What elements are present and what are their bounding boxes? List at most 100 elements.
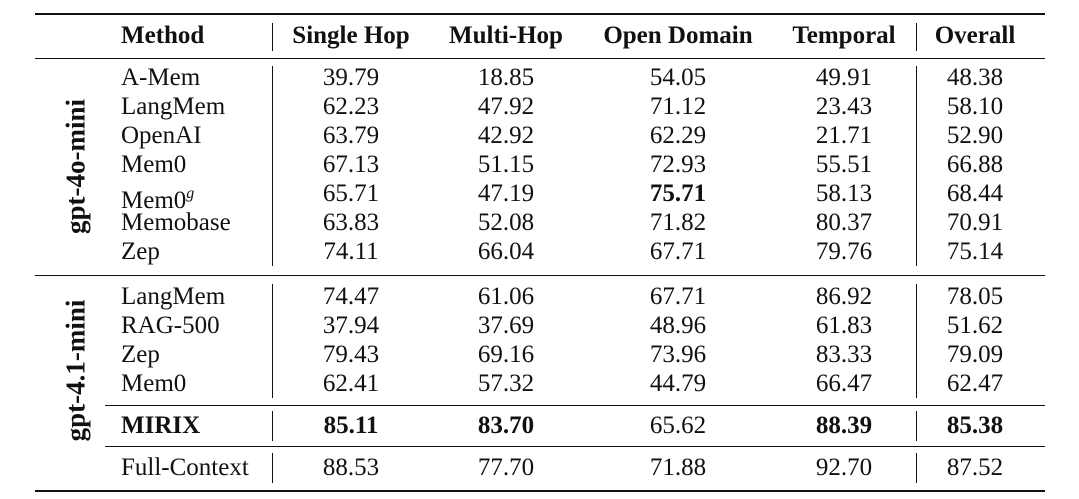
row-method: Mem0	[121, 150, 186, 179]
cell-single-hop: 63.83	[322, 209, 380, 236]
method-separator-mirix	[272, 411, 273, 441]
cell-single-hop: 67.13	[322, 151, 380, 178]
row-method-label: Zep	[121, 238, 160, 265]
group-divider-rule	[35, 275, 1045, 276]
cell-single-hop: 74.47	[322, 283, 380, 310]
cell-single-hop: 62.41	[322, 370, 380, 397]
row-method-superscript: g	[186, 185, 195, 202]
cell-multi-hop: 77.70	[477, 454, 535, 481]
cell-open-domain: 71.88	[649, 454, 707, 481]
row-method: Mem0g	[121, 179, 194, 215]
cell-multi-hop: 51.15	[477, 151, 535, 178]
row-method: Zep	[121, 340, 160, 369]
row-method-label: Zep	[121, 341, 160, 368]
group-label-gpt-4o-mini: gpt-4o-mini	[60, 99, 91, 234]
cell-open-domain: 44.79	[649, 370, 707, 397]
overall-separator-header	[916, 23, 917, 51]
cell-open-domain: 67.71	[649, 283, 707, 310]
cell-overall: 79.09	[946, 341, 1004, 368]
row-method-label: Mem0	[121, 370, 187, 397]
row-method-label: OpenAI	[121, 122, 202, 149]
cell-temporal: 88.39	[815, 412, 873, 439]
row-method-label: Mem0	[121, 151, 187, 178]
cell-multi-hop: 47.92	[477, 93, 535, 120]
cell-temporal: 83.33	[815, 341, 873, 368]
cell-open-domain: 71.82	[649, 209, 707, 236]
row-method-label: Full-Context	[121, 454, 249, 481]
row-method-label: Mem0	[121, 187, 187, 214]
overall-separator-g1	[916, 66, 917, 266]
cell-multi-hop: 52.08	[477, 209, 535, 236]
cell-multi-hop: 66.04	[477, 238, 535, 265]
row-method: LangMem	[121, 92, 225, 121]
cell-single-hop: 39.79	[322, 64, 380, 91]
cell-multi-hop: 57.32	[477, 370, 535, 397]
cell-overall: 66.88	[946, 151, 1004, 178]
cell-overall: 62.47	[946, 370, 1004, 397]
cell-single-hop: 74.11	[323, 238, 379, 265]
cell-open-domain: 54.05	[649, 64, 707, 91]
overall-separator-g2	[916, 284, 917, 398]
header-temporal: Temporal	[792, 22, 896, 49]
cell-temporal: 55.51	[815, 151, 873, 178]
cell-temporal: 58.13	[815, 180, 873, 207]
row-method-label: MIRIX	[121, 412, 201, 439]
cell-temporal: 80.37	[815, 209, 873, 236]
row-method-label: LangMem	[121, 283, 226, 310]
row-method-label: A-Mem	[121, 64, 201, 91]
mirix-top-rule	[105, 405, 1045, 406]
cell-overall: 75.14	[946, 238, 1004, 265]
header-open-domain: Open Domain	[603, 22, 753, 49]
full-context-top-rule	[105, 446, 1045, 447]
method-separator-g2	[272, 284, 273, 398]
cell-multi-hop: 61.06	[477, 283, 535, 310]
row-method: Mem0	[121, 369, 186, 398]
cell-single-hop: 62.23	[322, 93, 380, 120]
cell-overall: 51.62	[946, 312, 1004, 339]
cell-open-domain: 62.29	[649, 122, 707, 149]
header-rule	[35, 58, 1045, 59]
cell-temporal: 21.71	[815, 122, 873, 149]
cell-multi-hop: 83.70	[477, 412, 535, 439]
cell-temporal: 61.83	[815, 312, 873, 339]
cell-multi-hop: 42.92	[477, 122, 535, 149]
method-separator-g1	[272, 66, 273, 266]
cell-temporal: 92.70	[815, 454, 873, 481]
cell-open-domain: 67.71	[649, 238, 707, 265]
cell-open-domain: 73.96	[649, 341, 707, 368]
cell-multi-hop: 69.16	[477, 341, 535, 368]
method-separator-header	[272, 23, 273, 51]
row-method: RAG-500	[121, 311, 220, 340]
cell-temporal: 49.91	[815, 64, 873, 91]
row-method-label: RAG-500	[121, 312, 220, 339]
cell-single-hop: 85.11	[323, 412, 379, 439]
header-multi-hop: Multi-Hop	[449, 22, 563, 49]
cell-overall: 48.38	[946, 64, 1004, 91]
cell-single-hop: 63.79	[322, 122, 380, 149]
cell-overall: 85.38	[946, 412, 1004, 439]
row-method: Zep	[121, 237, 160, 266]
cell-overall: 68.44	[946, 180, 1004, 207]
top-rule	[35, 13, 1045, 15]
group-label-gpt-4.1-mini: gpt-4.1-mini	[60, 299, 91, 442]
row-method: Full-Context	[121, 453, 249, 482]
row-method: Memobase	[121, 208, 231, 237]
header-overall: Overall	[934, 22, 1016, 49]
cell-overall: 70.91	[946, 209, 1004, 236]
cell-open-domain: 48.96	[649, 312, 707, 339]
cell-overall: 78.05	[946, 283, 1004, 310]
bottom-rule	[35, 490, 1045, 492]
cell-temporal: 23.43	[815, 93, 873, 120]
cell-multi-hop: 37.69	[477, 312, 535, 339]
cell-overall: 87.52	[946, 454, 1004, 481]
cell-open-domain: 72.93	[649, 151, 707, 178]
header-method: Method	[121, 22, 205, 49]
cell-overall: 52.90	[946, 122, 1004, 149]
row-method-label: LangMem	[121, 93, 226, 120]
cell-open-domain: 75.71	[649, 180, 707, 207]
cell-single-hop: 65.71	[322, 180, 380, 207]
cell-single-hop: 88.53	[322, 454, 380, 481]
header-single-hop: Single Hop	[292, 22, 410, 49]
overall-separator-mirix	[916, 411, 917, 441]
